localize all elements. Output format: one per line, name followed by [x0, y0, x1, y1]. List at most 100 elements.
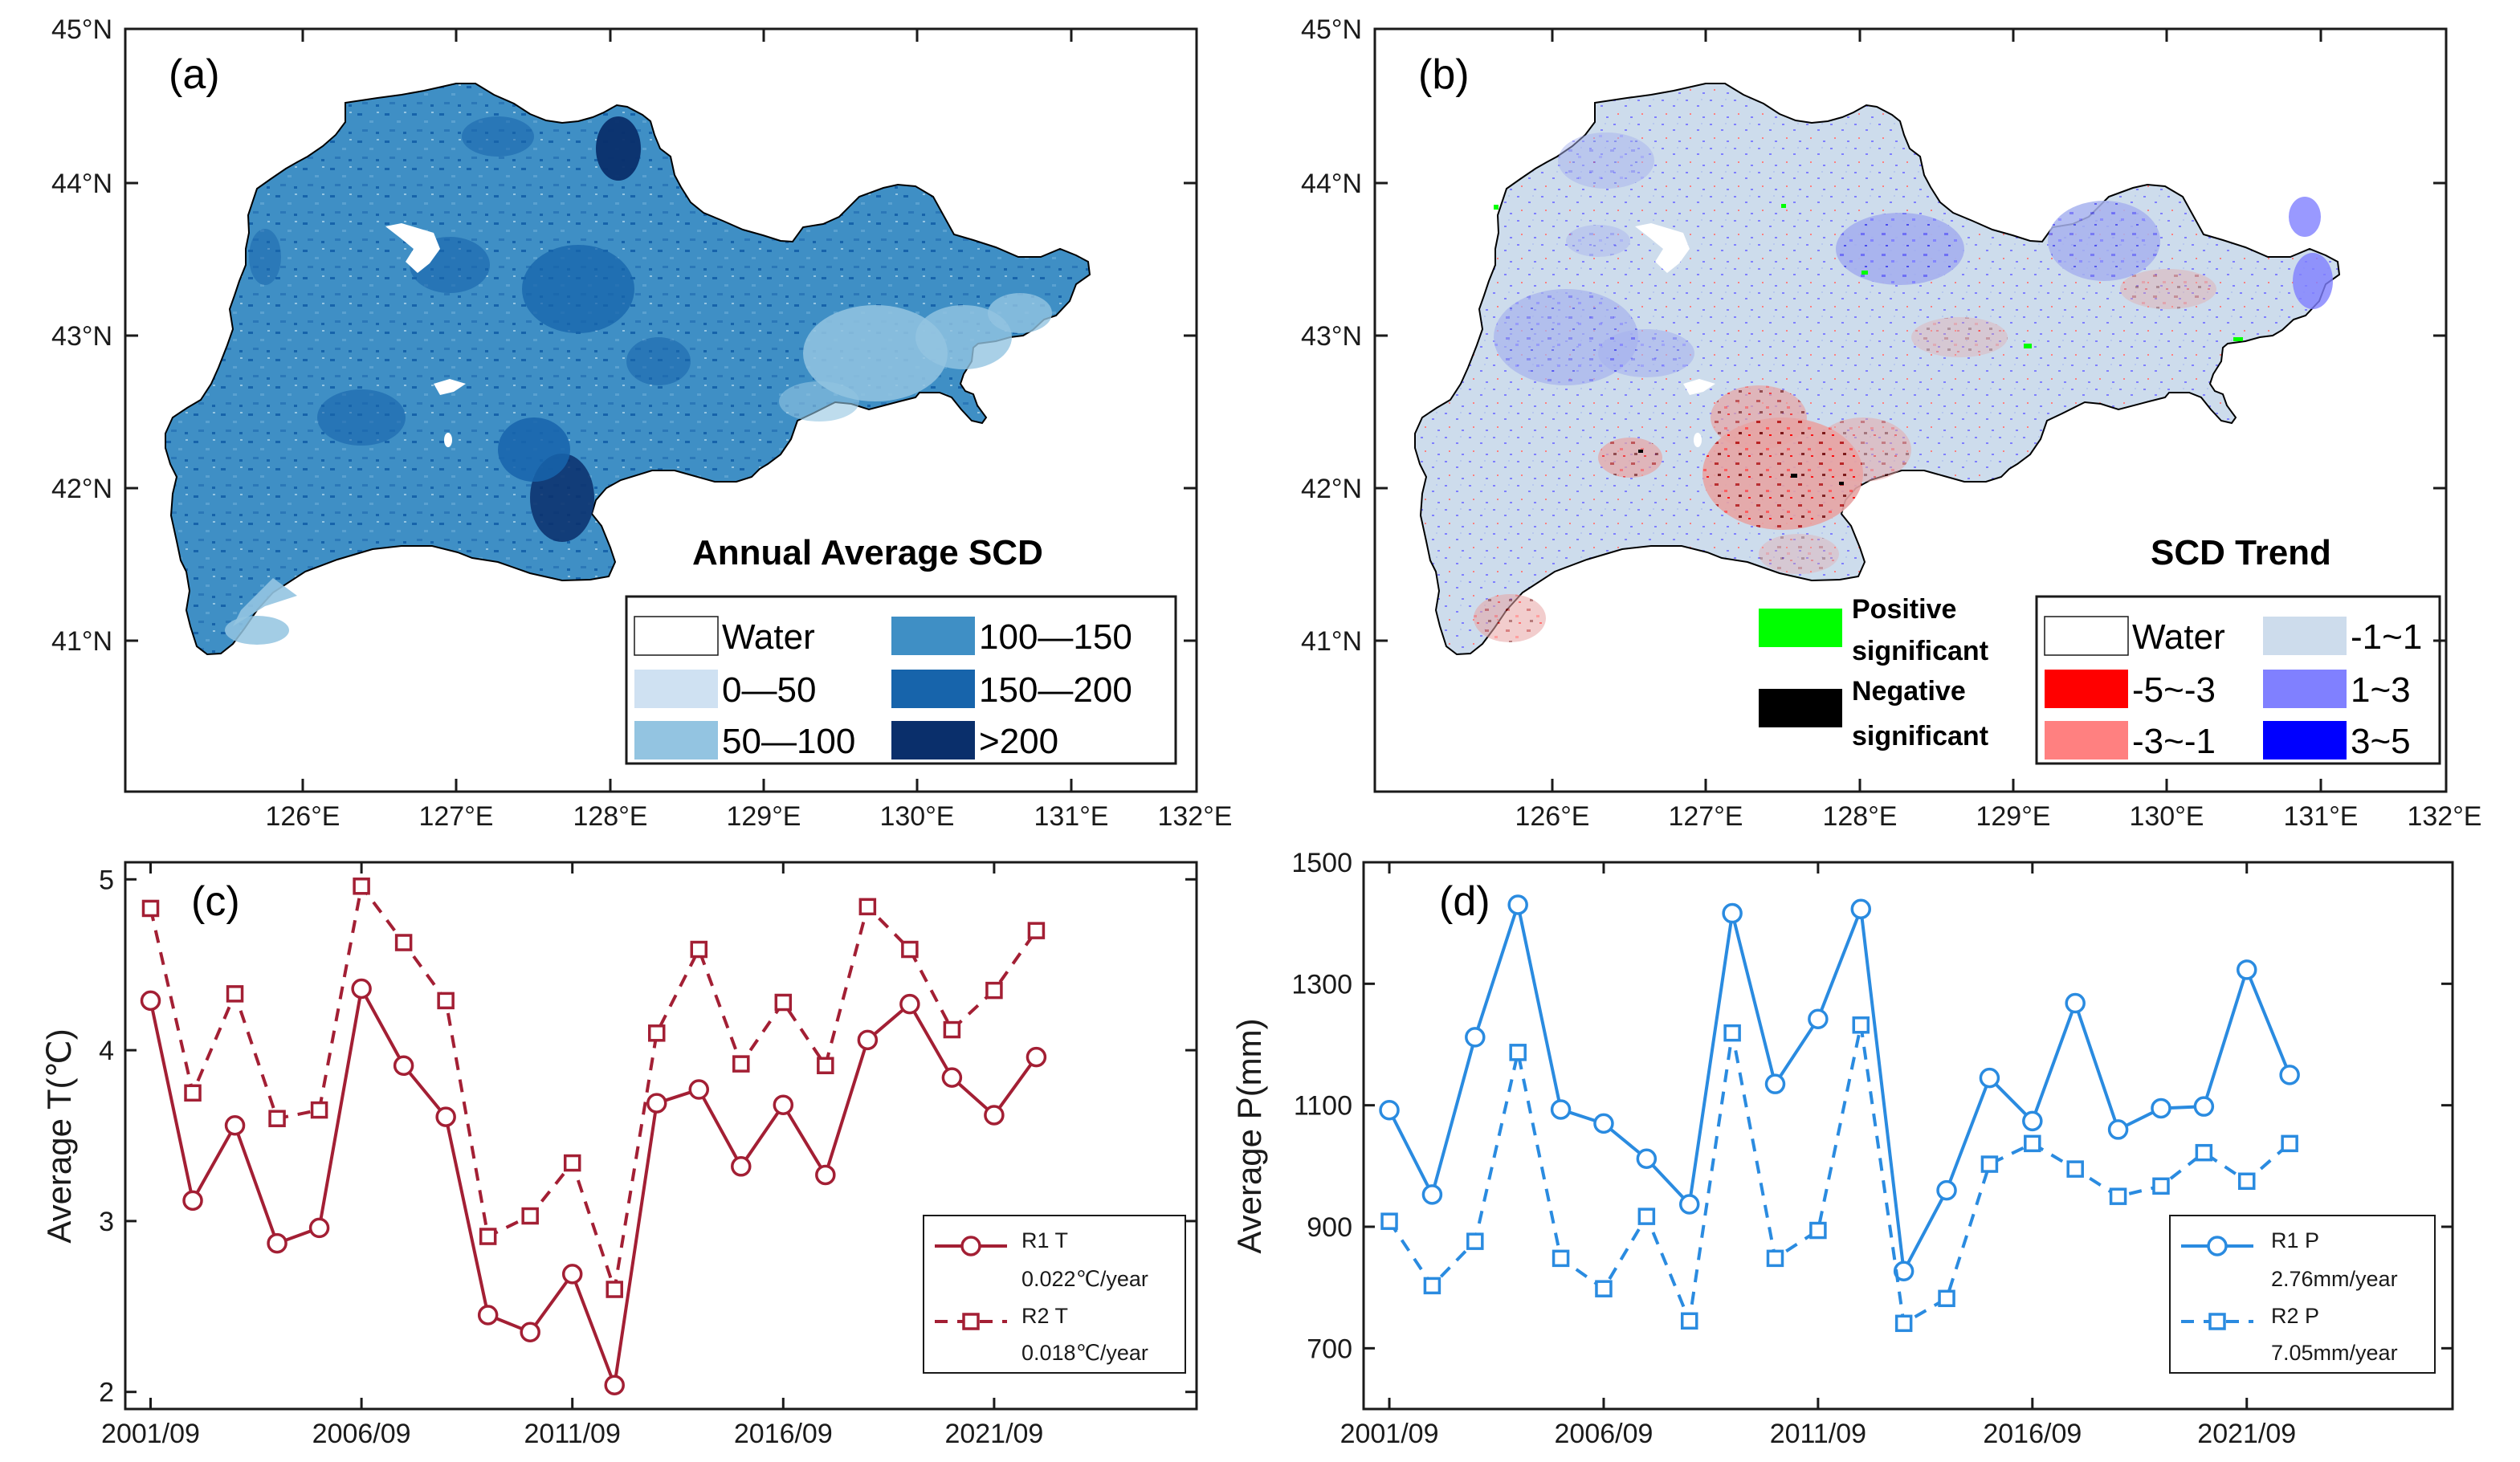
data-point: [1723, 1024, 1741, 1042]
data-point: [773, 1094, 794, 1115]
legend-b-swatch-minus3-minus1: [2045, 721, 2128, 760]
y-tick-label: 2: [99, 1378, 114, 1408]
chart-d-legend-r2-trend: 7.05mm/year: [2271, 1341, 2398, 1365]
data-point: [140, 990, 161, 1012]
chart-c-plot: [140, 878, 1047, 1395]
chart-c-legend: R1 T 0.022℃/year R2 T 0.018℃/year: [923, 1215, 1186, 1374]
x-tick-label: 2016/09: [1983, 1419, 2082, 1449]
lat-tick-42: 42°N: [51, 474, 112, 504]
series-line-r1-p: [1388, 898, 2291, 1277]
x-tick-label: 2006/09: [312, 1419, 411, 1449]
data-point: [2024, 1134, 2041, 1153]
data-point: [690, 940, 708, 959]
lat-tick-43: 43°N: [1301, 321, 1362, 352]
data-point: [732, 1055, 750, 1073]
legend-b-label-water: Water: [2132, 617, 2225, 657]
x-tick-label: 2011/09: [1770, 1419, 1866, 1449]
panel-label-c: (c): [191, 878, 240, 925]
lon-tick-126: 126°E: [1515, 801, 1589, 832]
chart-d-legend-r1-name: R1 P: [2271, 1228, 2319, 1252]
legend-b-swatch-1-3: [2263, 670, 2347, 708]
panel-c: (c) Average T(℃) 2 3 4 5 2001/09 2006/09 2011/…: [40, 861, 1198, 1449]
chart-d-ticks: 700 900 1100 1300 1500 2001/09 2006/09 2011/09 2…: [1291, 848, 2453, 1449]
data-point: [985, 981, 1003, 1000]
lat-tick-45: 45°N: [1301, 14, 1362, 45]
data-point: [2237, 1172, 2256, 1190]
x-tick-label: 2006/09: [1555, 1419, 1653, 1449]
data-point: [1595, 1280, 1613, 1297]
legend-a-label-150-200: 150—200: [979, 670, 1132, 710]
legend-b-negative-line2: significant: [1852, 721, 1988, 751]
data-point: [182, 1190, 203, 1212]
legend-a-swatch-100-150: [891, 617, 975, 655]
data-point: [308, 1217, 330, 1239]
series-line-r1-t: [149, 983, 1038, 1392]
lat-tick-43: 43°N: [51, 321, 112, 352]
legend-a-swatch-water: [634, 616, 719, 656]
panel-label-d: (d): [1439, 878, 1490, 925]
panel-label-a: (a): [169, 51, 220, 98]
legend-a-label-50-100: 50—100: [722, 722, 855, 761]
map-a-region: [165, 83, 1091, 655]
legend-a-label-water: Water: [722, 617, 815, 657]
chart-d-legend: R1 P 2.76mm/year R2 P 7.05mm/year: [2169, 1215, 2436, 1374]
data-point: [1423, 1277, 1441, 1295]
data-point: [604, 1374, 625, 1395]
data-point: [1379, 1099, 1400, 1121]
data-point: [477, 1305, 499, 1326]
data-point: [1507, 894, 1528, 915]
y-tick-label: 700: [1307, 1334, 1352, 1364]
map-b-lon-ticks: 126°E 127°E 128°E 129°E 130°E 131°E 132°…: [1515, 801, 2481, 832]
data-point: [224, 1114, 246, 1136]
data-point: [606, 1281, 623, 1298]
data-point: [1550, 1099, 1572, 1120]
data-point: [1509, 1044, 1527, 1061]
legend-b-significance: Positive significant Negative significan…: [1759, 594, 1988, 751]
legend-a-swatch-150-200: [891, 670, 975, 708]
data-point: [479, 1228, 497, 1245]
data-point: [2065, 992, 2086, 1014]
chart-d-plot: [1379, 894, 2300, 1333]
map-a-tick-marks: [125, 27, 1197, 792]
x-tick-label: 2021/09: [2197, 1419, 2296, 1449]
data-point: [1764, 1073, 1786, 1094]
legend-b-positive-line2: significant: [1852, 636, 1988, 666]
data-point: [1421, 1184, 1443, 1205]
data-point: [2236, 959, 2257, 980]
data-point: [1766, 1249, 1784, 1268]
data-point: [1593, 1113, 1614, 1134]
chart-d-legend-r2-name: R2 P: [2271, 1304, 2319, 1328]
lon-tick-131: 131°E: [2283, 801, 2358, 832]
data-point: [1026, 1046, 1047, 1068]
x-tick-label: 2021/09: [944, 1419, 1043, 1449]
map-a-lat-ticks: 45°N 44°N 43°N 42°N 41°N: [51, 14, 112, 657]
data-point: [310, 1101, 328, 1119]
series-line-r2-t: [149, 882, 1038, 1290]
data-point: [2152, 1177, 2170, 1195]
legend-a-swatch-50-100: [634, 721, 718, 760]
data-point: [1808, 1008, 1829, 1029]
lon-tick-129: 129°E: [1976, 801, 2050, 832]
legend-a-swatch-0-50: [634, 670, 718, 708]
chart-c-ticks: 2 3 4 5 2001/09 2006/09 2011/09 2016/09 2021/09: [99, 862, 1197, 1449]
data-point: [1894, 1314, 1913, 1333]
y-tick-label: 900: [1307, 1212, 1352, 1243]
x-tick-label: 2001/09: [1340, 1419, 1439, 1449]
legend-b-negative-line1: Negative: [1852, 676, 1966, 707]
legend-marker: [2208, 1313, 2226, 1330]
data-point: [984, 1105, 1005, 1126]
data-point: [2281, 1134, 2298, 1153]
lat-tick-44: 44°N: [1301, 169, 1362, 199]
data-point: [2193, 1096, 2215, 1117]
data-point: [943, 1020, 961, 1039]
chart-c-legend-r2-trend: 0.018℃/year: [1021, 1341, 1148, 1365]
data-point: [1809, 1221, 1827, 1240]
legend-b-label-minus5-minus3: -5~-3: [2132, 670, 2216, 710]
map-a-title: Annual Average SCD: [692, 533, 1043, 572]
lon-tick-130: 130°E: [2129, 801, 2204, 832]
data-point: [1465, 1027, 1486, 1048]
lon-tick-126: 126°E: [265, 801, 340, 832]
y-tick-label: 1100: [1294, 1091, 1352, 1122]
map-b-tick-marks: [1375, 27, 2446, 792]
